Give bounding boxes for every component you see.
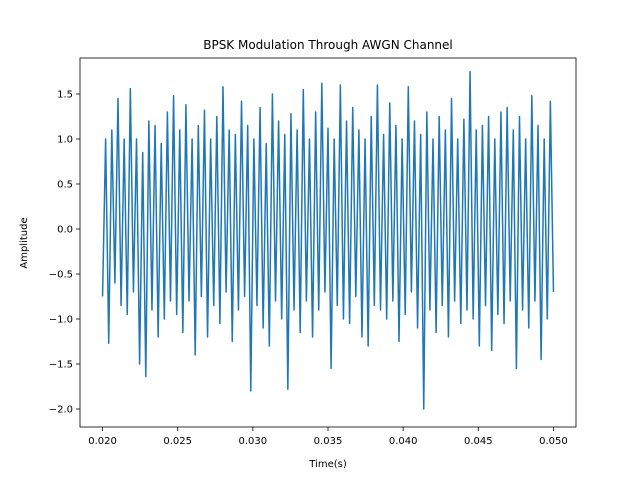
x-tick-label: 0.050 <box>539 436 568 447</box>
y-tick-label: 1.0 <box>57 135 73 146</box>
x-tick-label: 0.045 <box>464 436 493 447</box>
axes: 0.020 0.025 0.030 0.035 0.040 0.045 0.050 −2.0 −… <box>49 57 577 447</box>
y-tick-label: −2.0 <box>49 405 73 416</box>
series-line-0 <box>101 70 555 410</box>
x-tick-label: 0.020 <box>88 436 117 447</box>
y-tick-label: −0.5 <box>49 270 73 281</box>
x-tick-label: 0.030 <box>239 436 268 447</box>
y-tick-label: −1.0 <box>49 315 73 326</box>
y-tick-label: 0.5 <box>57 180 73 191</box>
y-tick-label: −1.5 <box>49 360 73 371</box>
x-axis-title: Time(s) <box>308 459 347 470</box>
x-tick-label: 0.035 <box>314 436 343 447</box>
y-tick-label: 0.0 <box>57 225 73 236</box>
chart-title: BPSK Modulation Through AWGN Channel <box>203 38 453 52</box>
plot-area <box>101 70 555 410</box>
x-tick-label: 0.025 <box>163 436 192 447</box>
y-tick-label: 1.5 <box>57 90 73 101</box>
x-tick-label: 0.040 <box>389 436 418 447</box>
y-axis-title: Amplitude <box>19 217 30 268</box>
